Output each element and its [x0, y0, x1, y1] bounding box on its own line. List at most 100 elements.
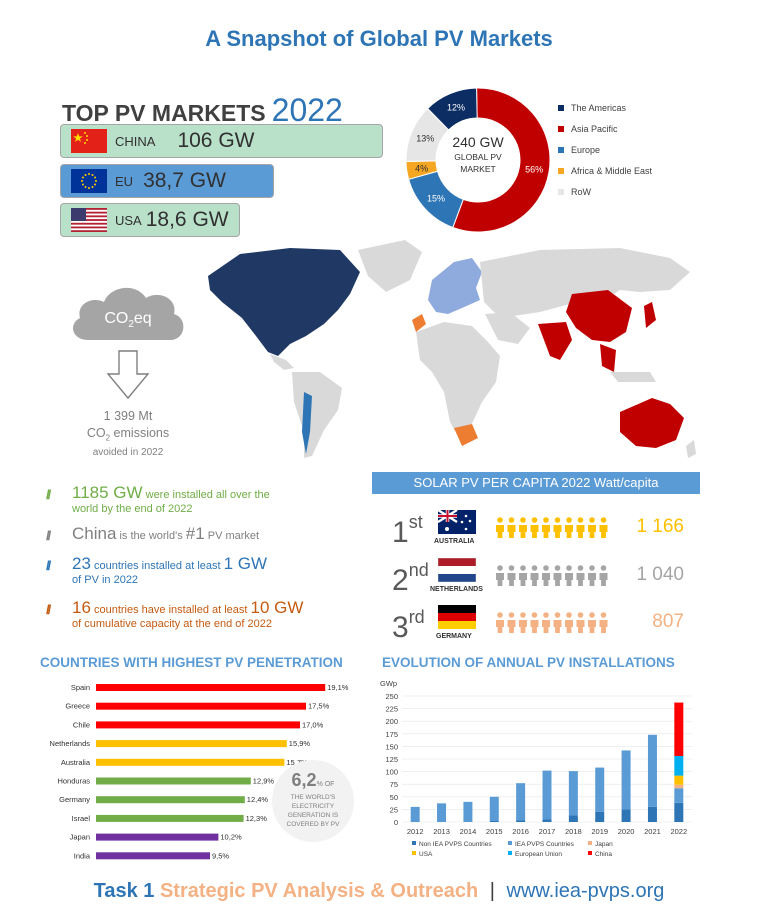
map-central-america [270, 354, 294, 370]
evo-bar-segment [568, 771, 578, 816]
country-australia: AUSTRALIA [434, 538, 475, 545]
fact-3-rest: countries installed at least [90, 560, 224, 572]
evo-bar-segment [516, 783, 526, 821]
market-name-usa: USA [115, 212, 142, 228]
page-title: A Snapshot of Global PV Markets [205, 26, 553, 51]
country-germany: GERMANY [436, 633, 472, 640]
fact-2-big: China [72, 524, 117, 543]
per-capita-value-germany: 807 [652, 611, 684, 632]
fact-1-icon: // [46, 487, 51, 502]
evo-bar-segment [595, 767, 605, 812]
evo-xtick: 2017 [539, 827, 556, 836]
donut-center-line1: GLOBAL PV [454, 152, 502, 162]
legend-label: The Americas [571, 102, 627, 113]
fact-3-big2: 1 GW [223, 554, 268, 573]
evo-legend-item: China [588, 851, 612, 858]
svg-text:IEA PVPS Countries: IEA PVPS Countries [515, 841, 575, 848]
evo-bar-segment [516, 820, 526, 822]
pen-value-label: 17,5% [308, 702, 330, 711]
co2-sub: 2 [105, 433, 111, 443]
market-value-usa: 18,6 GW [145, 208, 229, 231]
evo-bar-segment [542, 770, 552, 820]
donut-slice-the-americas [426, 87, 478, 131]
pen-category-label: Spain [71, 683, 90, 692]
person-icon [530, 612, 539, 633]
map-china [566, 290, 632, 342]
penetration-badge: 6,2% OF THE WORLD'S ELECTRICITY GENERATI… [272, 760, 354, 842]
person-icon [496, 565, 504, 586]
people-icons-netherlands [496, 565, 608, 586]
co2-avoided: 1 399 Mt CO2 emissions avoided in 2022 [58, 409, 198, 458]
person-icon [507, 517, 516, 538]
person-icon [576, 612, 585, 633]
people-icons-germany [496, 612, 608, 633]
map-russia [480, 248, 690, 318]
fact-4-big2: 10 GW [250, 598, 304, 617]
map-north-america [208, 248, 360, 356]
evo-ytick: 75 [390, 780, 398, 789]
evo-xtick: 2020 [618, 827, 635, 836]
evo-xtick: 2016 [512, 827, 529, 836]
pen-category-label: Honduras [57, 777, 90, 786]
badge-line-4: COVERED BY PV [286, 821, 340, 828]
evo-legend-item: USA [412, 851, 433, 858]
country-netherlands: NETHERLANDS [430, 586, 483, 593]
legend-item-asia-pacific: Asia Pacific [558, 118, 652, 139]
pen-value-label: 9,5% [212, 851, 229, 860]
fact-4: // 16 countries have installed at least … [46, 598, 303, 630]
map-japan [644, 302, 656, 328]
badge-value: 6,2 [291, 770, 317, 790]
donut-center-value: 240 GW [452, 134, 504, 150]
top-markets-heading: TOP PV MARKETS 2022 [62, 92, 343, 129]
map-greenland [358, 240, 422, 292]
fact-1-big: 1185 GW [72, 483, 143, 502]
pen-category-label: Greece [65, 702, 90, 711]
evo-ytick: 0 [394, 818, 398, 827]
footer-separator: | [489, 880, 495, 902]
evo-bar-segment [568, 815, 578, 822]
evo-bar-segment [489, 820, 499, 822]
donut-center-line2: MARKET [460, 164, 496, 174]
germany-flag-icon [438, 605, 476, 629]
cloud-label: CO2eq [86, 310, 170, 330]
person-icon [599, 612, 608, 633]
pen-bar [96, 777, 251, 785]
pen-value-label: 10,2% [220, 833, 242, 842]
fact-4-line2: of cumulative capacity at the end of 202… [72, 618, 272, 630]
badge-unit: % OF [316, 781, 335, 788]
market-value-eu: 38,7 GW [143, 169, 226, 192]
world-map [208, 240, 696, 458]
person-icon [553, 612, 562, 633]
market-card-usa: USA 18,6 GW [60, 203, 240, 237]
evo-bar-segment [674, 788, 684, 803]
legend-item-africa-middle-east: Africa & Middle East [558, 160, 652, 181]
legend-item-europe: Europe [558, 139, 652, 160]
pen-bar [96, 684, 326, 691]
fact-2-big2: #1 [185, 524, 205, 543]
fact-3-line2: of PV in 2022 [72, 574, 139, 586]
rank-1: 1st [392, 512, 423, 550]
evo-bar-segment [674, 775, 684, 785]
penetration-heading: COUNTRIES WITH HIGHEST PV PENETRATION [40, 655, 343, 670]
pen-bar [96, 702, 306, 710]
pen-value-label: 12,3% [246, 814, 268, 823]
legend-item-the-americas: The Americas [558, 97, 652, 118]
person-icon [599, 517, 608, 538]
svg-text:USA: USA [419, 851, 433, 858]
donut-label-row: 13% [416, 133, 434, 143]
person-icon [542, 517, 550, 538]
footer-url[interactable]: www.iea-pvps.org [506, 880, 665, 902]
map-indonesia [610, 372, 656, 382]
evo-bar-segment [674, 784, 684, 789]
evo-bar-segment [674, 702, 684, 756]
penetration-chart: Spain 19,1% Greece 17,5% Chile 17,0% Netherlan… [50, 683, 349, 860]
legend-swatch [558, 104, 564, 111]
person-icon [553, 565, 562, 586]
cloud-co: CO [104, 310, 129, 327]
evo-ytick: 175 [385, 730, 398, 739]
rank-3: 3rd [392, 607, 425, 645]
evo-bar-segment [489, 796, 499, 821]
donut-label-africa-middle-east: 4% [415, 163, 428, 173]
rank-1-number: 1 [392, 516, 409, 549]
legend-swatch [558, 125, 564, 132]
